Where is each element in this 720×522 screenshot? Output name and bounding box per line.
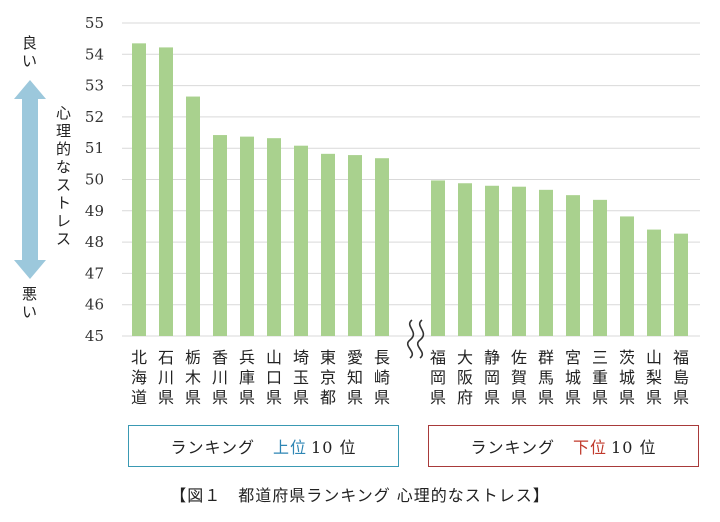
y-axis-tick-labels: 45 46 47 48 49 50 51 52 53 54 55 bbox=[85, 14, 104, 345]
bar bbox=[159, 47, 173, 336]
y-tick-label: 50 bbox=[85, 171, 104, 189]
y-tick-label: 45 bbox=[85, 327, 104, 345]
gridlines bbox=[122, 22, 700, 337]
bar bbox=[674, 233, 688, 336]
x-category-label: 大阪府 bbox=[457, 348, 473, 407]
bar bbox=[240, 136, 254, 336]
bars bbox=[132, 43, 688, 337]
bar bbox=[267, 138, 281, 336]
x-category-label: 山口県 bbox=[266, 348, 282, 407]
x-category-label: 静岡県 bbox=[484, 348, 500, 407]
top-ten-label: ランキング bbox=[170, 438, 256, 457]
bar bbox=[647, 229, 661, 336]
double-arrow-icon bbox=[14, 80, 46, 279]
x-category-label: 三重県 bbox=[592, 348, 608, 407]
x-category-label: 愛知県 bbox=[347, 348, 363, 407]
scale-top-label: 良い bbox=[22, 34, 38, 70]
figure-caption: 【図１ 都道府県ランキング 心理的なストレス】 bbox=[170, 486, 550, 505]
bar bbox=[458, 183, 472, 336]
bar bbox=[431, 180, 445, 336]
bar bbox=[294, 145, 308, 336]
y-tick-label: 51 bbox=[85, 139, 104, 157]
top-ten-box: ランキング 上位 10 位 bbox=[128, 425, 399, 467]
bar bbox=[620, 216, 634, 336]
y-tick-label: 55 bbox=[85, 14, 104, 32]
y-tick-label: 47 bbox=[85, 264, 104, 282]
x-category-label: 東京都 bbox=[320, 348, 336, 407]
x-category-label: 群馬県 bbox=[538, 348, 554, 407]
scale-bottom-label: 悪い bbox=[22, 285, 38, 321]
bar bbox=[566, 195, 580, 336]
x-category-label: 埼玉県 bbox=[293, 348, 309, 407]
bar bbox=[539, 189, 553, 336]
top-ten-highlight: 上位 bbox=[273, 438, 308, 457]
top-ten-count: 10 位 bbox=[311, 438, 357, 457]
y-tick-label: 49 bbox=[85, 202, 104, 220]
axis-break-icon bbox=[406, 319, 425, 359]
x-category-label: 長崎県 bbox=[374, 348, 390, 407]
x-category-label: 佐賀県 bbox=[511, 348, 527, 407]
x-category-label: 福岡県 bbox=[430, 348, 446, 407]
bottom-ten-highlight: 下位 bbox=[573, 438, 608, 457]
x-category-label: 茨城県 bbox=[619, 348, 635, 407]
bottom-ten-count: 10 位 bbox=[611, 438, 657, 457]
x-category-label: 石川県 bbox=[158, 348, 174, 407]
bar bbox=[348, 155, 362, 336]
bar bbox=[132, 43, 146, 336]
bar bbox=[512, 186, 526, 336]
bar bbox=[321, 153, 335, 336]
bottom-ten-label: ランキング bbox=[470, 438, 556, 457]
bar bbox=[485, 185, 499, 336]
y-tick-label: 53 bbox=[85, 77, 104, 95]
bar-chart: 45 46 47 48 49 50 51 52 53 54 55 北海道石川県栃木県香川県兵庫県山口… bbox=[14, 14, 700, 407]
y-axis-label: 心理的なストレス bbox=[56, 104, 72, 248]
x-category-label: 北海道 bbox=[131, 348, 147, 407]
y-tick-label: 48 bbox=[85, 233, 104, 251]
x-category-label: 兵庫県 bbox=[239, 348, 255, 407]
x-category-label: 宮城県 bbox=[565, 348, 581, 407]
x-category-label: 香川県 bbox=[212, 348, 228, 407]
bar bbox=[213, 135, 227, 336]
y-tick-label: 46 bbox=[85, 296, 104, 314]
bottom-ten-box: ランキング 下位 10 位 bbox=[428, 425, 699, 467]
bar bbox=[186, 96, 200, 337]
x-category-label: 山梨県 bbox=[646, 348, 662, 407]
y-tick-label: 54 bbox=[85, 45, 104, 63]
y-tick-label: 52 bbox=[85, 108, 104, 126]
x-category-label: 福島県 bbox=[673, 348, 689, 407]
x-category-label: 栃木県 bbox=[185, 348, 201, 407]
bar bbox=[593, 199, 607, 336]
bar bbox=[375, 158, 389, 336]
